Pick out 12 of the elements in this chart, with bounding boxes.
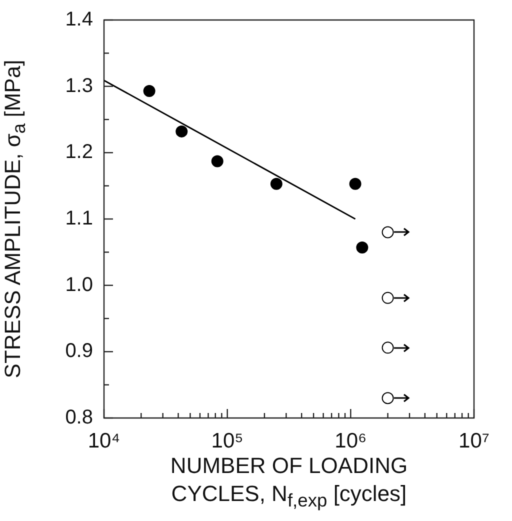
- y-tick-label: 1.1: [65, 208, 93, 230]
- y-tick-label: 0.8: [65, 406, 93, 429]
- x-tick-label: 10⁶: [334, 429, 367, 452]
- y-tick-label: 1.0: [65, 274, 93, 296]
- x-tick-label: 10⁵: [211, 429, 244, 452]
- x-tick-label: 10⁴: [88, 429, 120, 452]
- x-axis-title: NUMBER OF LOADING CYCLES, N$_{f,exp}$ [cycles]: [170, 452, 408, 512]
- y-tick-label: 1.3: [65, 74, 93, 97]
- y-tick-label: 0.9: [65, 340, 93, 362]
- x-tick-label: 10⁷: [458, 429, 490, 452]
- y-tick-label: 1.4: [65, 8, 93, 31]
- y-tick-label: 1.2: [65, 141, 93, 164]
